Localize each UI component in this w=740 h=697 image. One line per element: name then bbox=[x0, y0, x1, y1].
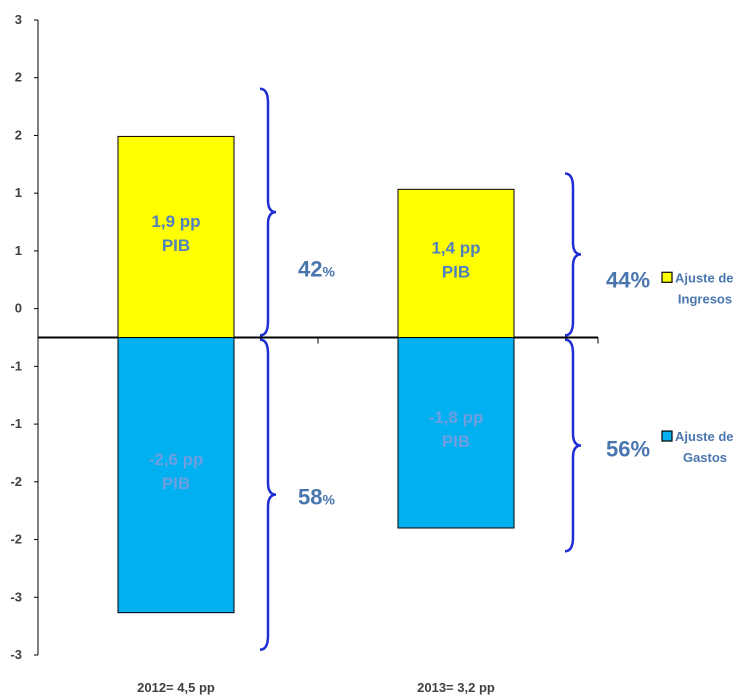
legend-label: Ajuste de bbox=[675, 429, 734, 444]
brace-2012-ingresos bbox=[259, 87, 277, 337]
bar-data-label: -2,6 pp bbox=[149, 450, 204, 469]
y-tick-label: -3 bbox=[10, 647, 22, 662]
brace-2012-gastos bbox=[259, 338, 277, 651]
bar-data-label: 1,4 pp bbox=[431, 238, 480, 257]
category-label: 2013= 3,2 pp bbox=[417, 680, 495, 695]
y-tick-label: 2 bbox=[15, 127, 22, 142]
bar-data-label: PIB bbox=[162, 474, 190, 493]
legend-swatch bbox=[661, 271, 673, 283]
chart-data-labels: 1,9 pp PIB 1,4 pp PIB -2,6 pp PIB -1,8 pp PIB 42… bbox=[149, 212, 650, 509]
bar-data-label: -1,8 pp bbox=[429, 408, 484, 427]
bar-ingresos bbox=[397, 188, 515, 338]
legend-label: Ingresos bbox=[678, 291, 732, 306]
y-tick-label: -1 bbox=[10, 416, 22, 431]
brace-2013-ingresos bbox=[564, 172, 582, 337]
y-tick-label: -1 bbox=[10, 358, 22, 373]
y-tick-label: -3 bbox=[10, 589, 22, 604]
y-tick-label: -2 bbox=[10, 532, 22, 547]
share-label: 56% bbox=[606, 437, 650, 462]
category-label: 2012= 4,5 pp bbox=[137, 680, 215, 695]
chart-braces bbox=[259, 87, 582, 651]
brace-2013-gastos bbox=[564, 338, 582, 553]
bar-data-label: PIB bbox=[442, 262, 470, 281]
share-label: 44% bbox=[606, 267, 650, 292]
share-label: 42% bbox=[298, 257, 335, 282]
legend-label: Ajuste de bbox=[675, 270, 734, 285]
bar-data-label: PIB bbox=[162, 236, 190, 255]
bar-data-label: 1,9 pp bbox=[151, 212, 200, 231]
bar-gastos bbox=[117, 337, 235, 614]
y-tick-label: 1 bbox=[15, 243, 22, 258]
bar-ingresos bbox=[117, 135, 235, 338]
y-tick-label: 1 bbox=[15, 185, 22, 200]
share-unit: % bbox=[322, 491, 335, 507]
y-tick-label: 3 bbox=[15, 12, 22, 27]
y-tick-label: -2 bbox=[10, 474, 22, 489]
chart-axes: 3 2 2 1 1 0 -1 -1 -2 -2 -3 -3 2012= 4,5 pp 2013= 3,2 … bbox=[10, 12, 599, 695]
bar-gastos bbox=[397, 337, 515, 529]
y-tick-label: 2 bbox=[15, 70, 22, 85]
share-unit: % bbox=[322, 264, 335, 280]
y-tick-label: 0 bbox=[15, 301, 22, 316]
chart-legend: Ajuste de Ingresos Ajuste de Gastos bbox=[661, 270, 734, 465]
share-label: 58% bbox=[298, 484, 335, 509]
chart-bars bbox=[117, 135, 515, 614]
legend-label: Gastos bbox=[683, 450, 727, 465]
bar-data-label: PIB bbox=[442, 432, 470, 451]
legend-swatch bbox=[661, 430, 673, 442]
